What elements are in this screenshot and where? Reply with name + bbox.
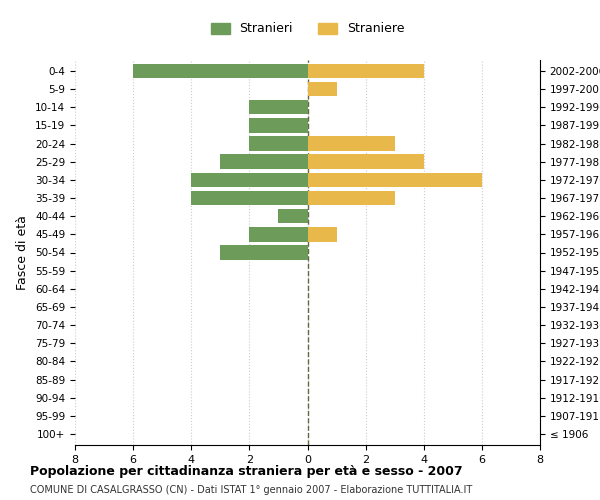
Y-axis label: Fasce di età: Fasce di età [16,215,29,290]
Bar [220,154,308,169]
Bar [250,136,308,151]
Bar [308,64,424,78]
Bar [308,227,337,242]
Bar [278,209,308,224]
Bar [191,172,308,187]
Bar [250,118,308,132]
Bar [133,64,308,78]
Bar [308,172,482,187]
Legend: Stranieri, Straniere: Stranieri, Straniere [205,16,410,42]
Bar [308,136,395,151]
Bar [220,245,308,260]
Bar [308,82,337,96]
Bar [191,191,308,206]
Bar [308,191,395,206]
Text: Popolazione per cittadinanza straniera per età e sesso - 2007: Popolazione per cittadinanza straniera p… [30,465,463,478]
Bar [250,227,308,242]
Bar [308,154,424,169]
Bar [250,100,308,114]
Text: COMUNE DI CASALGRASSO (CN) - Dati ISTAT 1° gennaio 2007 - Elaborazione TUTTITALI: COMUNE DI CASALGRASSO (CN) - Dati ISTAT … [30,485,472,495]
